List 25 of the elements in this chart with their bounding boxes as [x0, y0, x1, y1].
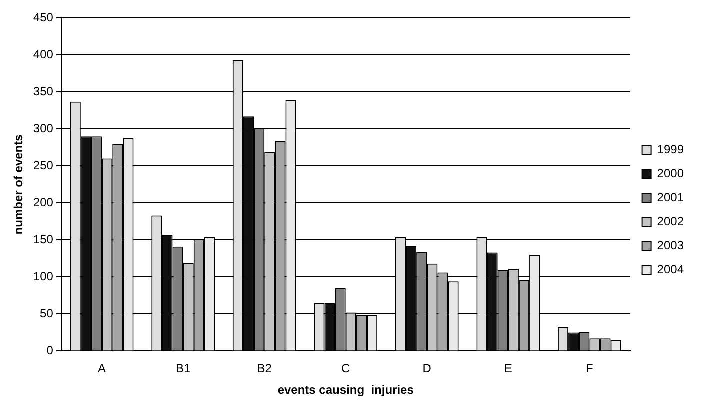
x-tick-label: A — [98, 362, 106, 376]
y-tick-label: 450 — [33, 10, 54, 25]
y-tick-label: 400 — [33, 48, 54, 62]
x-tick-label: E — [504, 362, 512, 376]
y-axis-title: number of events — [12, 134, 26, 235]
x-tick-label: C — [342, 362, 351, 376]
legend-label: 2004 — [657, 262, 684, 276]
y-tick-label: 300 — [33, 122, 54, 136]
x-tick-label: B2 — [257, 362, 272, 376]
y-tick-label: 150 — [33, 232, 54, 247]
y-tick-label: 50 — [40, 306, 54, 321]
y-tick-label: 200 — [33, 196, 54, 210]
x-tick-label: D — [422, 362, 432, 376]
x-axis-title: events causing injuries — [278, 383, 414, 398]
x-tick-label: F — [586, 362, 594, 376]
y-tick-label: 0 — [46, 344, 54, 358]
legend-label: 2003 — [657, 238, 684, 252]
y-tick-label: 100 — [33, 270, 54, 284]
legend-label: 1999 — [657, 142, 684, 156]
y-tick-label: 350 — [33, 84, 54, 99]
y-tick-label: 250 — [33, 158, 54, 173]
x-tick-label: B1 — [176, 362, 191, 376]
legend-label: 2001 — [657, 190, 684, 204]
legend-label: 2002 — [657, 214, 684, 228]
legend-label: 2000 — [657, 166, 684, 180]
